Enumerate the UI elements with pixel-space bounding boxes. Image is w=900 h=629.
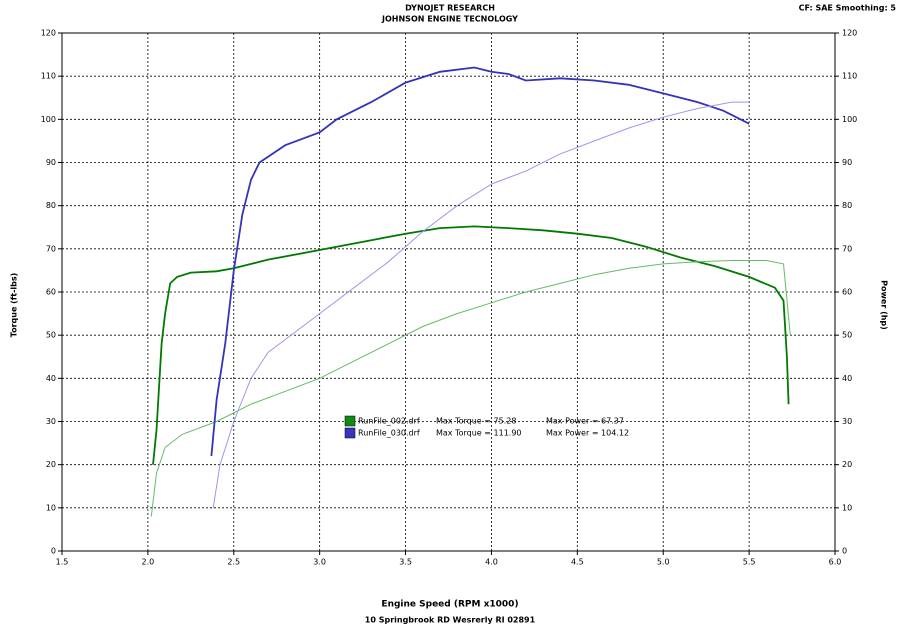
y2-tick-label: 100 [842,115,857,124]
x-tick-label: 6.0 [829,558,842,567]
chart-subtitle: JOHNSON ENGINE TECNOLOGY [381,15,518,24]
y2-tick-label: 20 [842,460,852,469]
x-tick-label: 5.0 [657,558,670,567]
legend-max-power: Max Power = 104.12 [546,429,629,438]
y-tick-label: 120 [41,29,56,38]
y-tick-label: 100 [41,115,56,124]
legend-swatch [344,415,356,427]
series-line [150,260,791,517]
y2-tick-label: 80 [842,201,852,210]
footer: 10 Springbrook RD Wesrerly RI 02891 [365,616,536,625]
x-axis-label: Engine Speed (RPM x1000) [381,600,518,610]
y2-tick-label: 10 [842,503,852,512]
y-tick-label: 10 [46,503,56,512]
series-line [210,66,750,457]
legend-max-power: Max Power = 67.37 [546,417,624,426]
y-tick-label: 0 [51,547,56,556]
y-tick-label: 70 [46,244,56,253]
x-tick-label: 3.0 [313,558,326,567]
y2-tick-label: 0 [842,547,847,556]
y-tick-label: 90 [46,158,56,167]
chart-title: DYNOJET RESEARCH [405,4,495,13]
y-tick-label: 80 [46,201,56,210]
y-tick-label: 30 [46,417,56,426]
y-tick-label: 110 [41,72,56,81]
x-tick-label: 1.5 [56,558,69,567]
y2-tick-label: 60 [842,288,852,297]
y-tick-label: 20 [46,460,56,469]
y2-tick-label: 70 [842,244,852,253]
y-tick-label: 50 [46,331,56,340]
x-tick-label: 3.5 [399,558,412,567]
y-tick-label: 60 [46,288,56,297]
y2-tick-label: 110 [842,72,857,81]
x-tick-label: 4.0 [485,558,498,567]
y-tick-label: 40 [46,374,56,383]
y2-tick-label: 90 [842,158,852,167]
series-line [152,225,790,465]
y2-axis-label: Power (hp) [880,280,889,330]
legend-file: RunFile_030.drf [358,429,420,438]
x-tick-label: 4.5 [571,558,584,567]
legend-max-torque: Max Torque = 111.90 [436,429,522,438]
x-tick-label: 5.5 [743,558,756,567]
y2-tick-label: 50 [842,331,852,340]
y-axis-label: Torque (ft-lbs) [10,273,19,338]
y2-tick-label: 120 [842,29,857,38]
x-tick-label: 2.0 [142,558,155,567]
y2-tick-label: 40 [842,374,852,383]
x-tick-label: 2.5 [227,558,240,567]
legend-swatch [344,427,356,439]
settings-label: CF: SAE Smoothing: 5 [799,4,897,13]
y2-tick-label: 30 [842,417,852,426]
legend-file: RunFile_002.drf [358,417,420,426]
series-line [212,101,750,508]
legend-max-torque: Max Torque = 75.28 [436,417,516,426]
